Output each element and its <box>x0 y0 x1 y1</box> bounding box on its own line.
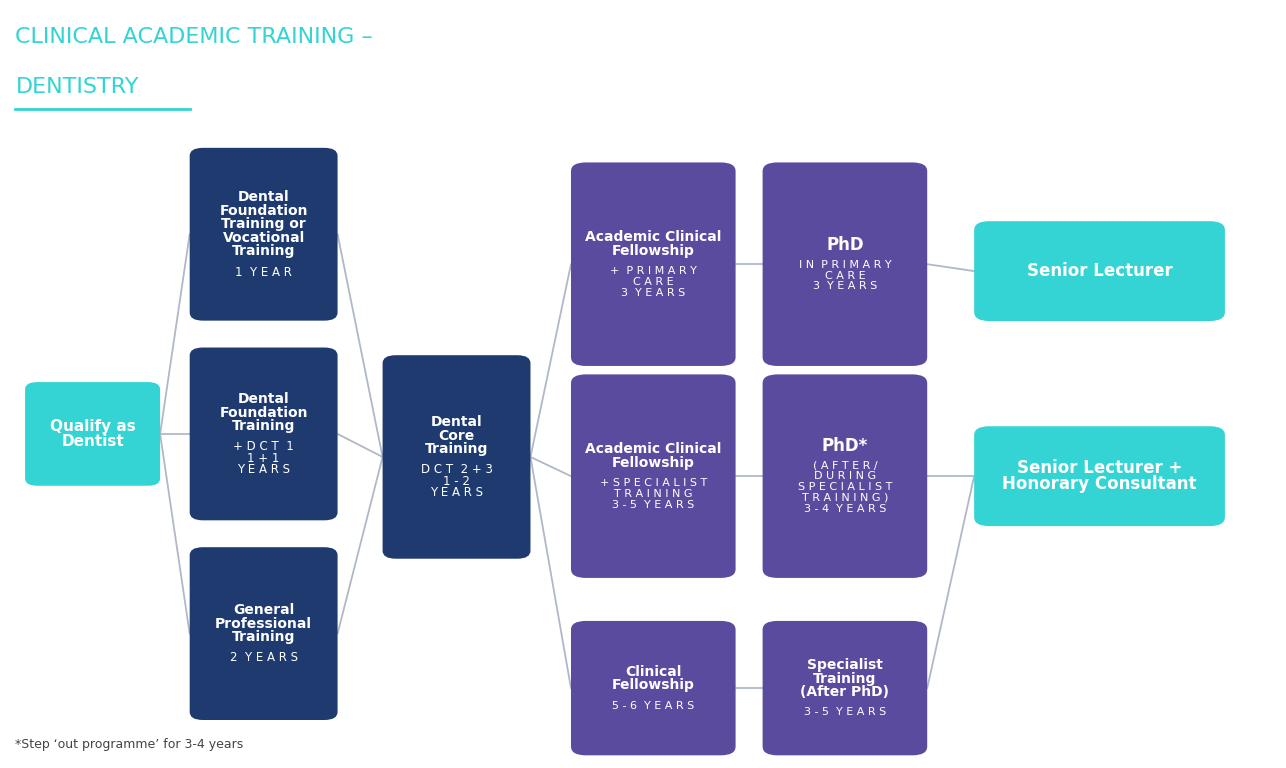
Text: Training: Training <box>813 672 877 686</box>
Text: Training: Training <box>424 442 489 456</box>
Text: Fellowship: Fellowship <box>612 678 694 693</box>
Text: PhD*: PhD* <box>822 438 868 455</box>
Text: + S P E C I A L I S T: + S P E C I A L I S T <box>599 478 707 488</box>
Text: 3 - 5  Y E A R S: 3 - 5 Y E A R S <box>804 707 886 717</box>
Text: +  P R I M A R Y: + P R I M A R Y <box>610 266 697 276</box>
Text: Qualify as: Qualify as <box>50 419 135 434</box>
Text: Dental: Dental <box>238 392 289 406</box>
FancyBboxPatch shape <box>763 375 927 578</box>
Text: D C T  2 + 3: D C T 2 + 3 <box>421 463 493 476</box>
Text: (After PhD): (After PhD) <box>800 685 890 699</box>
Text: 5 - 6  Y E A R S: 5 - 6 Y E A R S <box>612 700 694 710</box>
FancyBboxPatch shape <box>763 621 927 756</box>
Text: Clinical: Clinical <box>625 665 682 679</box>
Text: ( A F T E R /: ( A F T E R / <box>813 460 877 470</box>
Text: 1 + 1: 1 + 1 <box>247 452 280 465</box>
Text: C A R E: C A R E <box>633 276 674 286</box>
Text: 3 - 5  Y E A R S: 3 - 5 Y E A R S <box>612 499 694 509</box>
FancyBboxPatch shape <box>763 162 927 366</box>
FancyBboxPatch shape <box>571 375 736 578</box>
Text: Fellowship: Fellowship <box>612 455 694 470</box>
Text: D U R I N G: D U R I N G <box>814 471 876 482</box>
Text: Professional: Professional <box>215 617 312 631</box>
FancyBboxPatch shape <box>190 148 337 321</box>
Text: 3  Y E A R S: 3 Y E A R S <box>813 281 877 292</box>
FancyBboxPatch shape <box>571 162 736 366</box>
Text: I N  P R I M A R Y: I N P R I M A R Y <box>799 260 891 270</box>
Text: CLINICAL ACADEMIC TRAINING –: CLINICAL ACADEMIC TRAINING – <box>15 27 373 47</box>
Text: 1  Y E A R: 1 Y E A R <box>235 266 292 279</box>
FancyBboxPatch shape <box>383 355 531 559</box>
Text: Fellowship: Fellowship <box>612 243 694 258</box>
FancyBboxPatch shape <box>975 221 1224 321</box>
Text: Y E A R S: Y E A R S <box>430 486 484 499</box>
FancyBboxPatch shape <box>571 621 736 756</box>
Text: S P E C I A L I S T: S P E C I A L I S T <box>797 482 892 492</box>
Text: Y E A R S: Y E A R S <box>237 463 291 476</box>
Text: 1 - 2: 1 - 2 <box>444 475 469 488</box>
Text: T R A I N I N G: T R A I N I N G <box>613 488 693 498</box>
Text: Academic Clinical: Academic Clinical <box>585 442 721 456</box>
Text: Training: Training <box>231 244 296 259</box>
Text: *Step ‘out programme’ for 3-4 years: *Step ‘out programme’ for 3-4 years <box>15 738 243 751</box>
Text: Vocational: Vocational <box>222 231 305 245</box>
Text: 3 - 4  Y E A R S: 3 - 4 Y E A R S <box>804 504 886 514</box>
Text: Training: Training <box>231 419 296 433</box>
Text: Foundation: Foundation <box>220 204 307 218</box>
FancyBboxPatch shape <box>975 426 1224 526</box>
Text: Dental: Dental <box>238 190 289 204</box>
Text: Training: Training <box>231 631 296 644</box>
Text: Dental: Dental <box>431 415 482 429</box>
Text: Foundation: Foundation <box>220 406 307 419</box>
FancyBboxPatch shape <box>190 547 337 720</box>
Text: + D C T  1: + D C T 1 <box>233 440 294 453</box>
Text: T R A I N I N G ): T R A I N I N G ) <box>801 493 889 503</box>
FancyBboxPatch shape <box>24 382 159 486</box>
Text: Core: Core <box>439 429 475 442</box>
Text: Honorary Consultant: Honorary Consultant <box>1002 475 1197 493</box>
Text: General: General <box>233 604 294 617</box>
Text: Academic Clinical: Academic Clinical <box>585 230 721 244</box>
Text: 2  Y E A R S: 2 Y E A R S <box>230 651 297 664</box>
FancyBboxPatch shape <box>190 347 337 521</box>
Text: 3  Y E A R S: 3 Y E A R S <box>621 287 685 297</box>
Text: Specialist: Specialist <box>806 658 883 672</box>
Text: PhD: PhD <box>826 236 864 253</box>
Text: Senior Lecturer: Senior Lecturer <box>1026 262 1173 280</box>
Text: DENTISTRY: DENTISTRY <box>15 77 139 97</box>
Text: C A R E: C A R E <box>824 270 865 280</box>
Text: Senior Lecturer +: Senior Lecturer + <box>1017 459 1182 477</box>
Text: Dentist: Dentist <box>62 434 123 449</box>
Text: Training or: Training or <box>221 217 306 231</box>
